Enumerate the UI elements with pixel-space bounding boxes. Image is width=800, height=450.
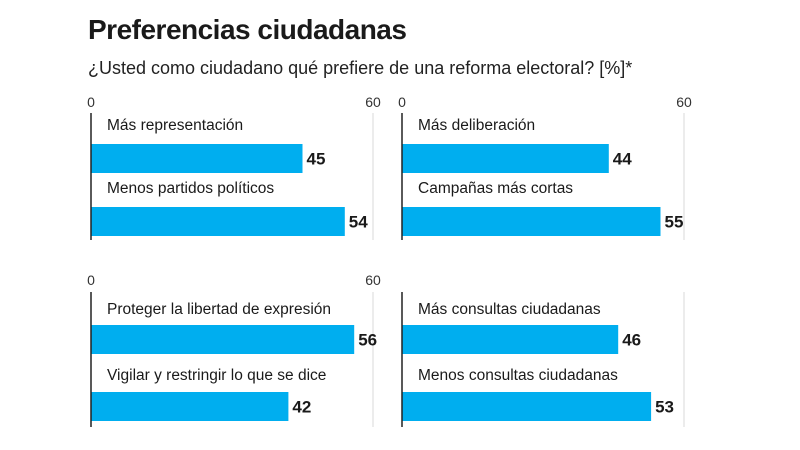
data-label: 42: [292, 398, 311, 417]
tick-label: 60: [365, 272, 381, 288]
category-label: Más representación: [107, 117, 243, 134]
category-label: Más consultas ciudadanas: [418, 301, 601, 318]
tick-label: 0: [398, 94, 406, 110]
category-label: Proteger la libertad de expresión: [107, 301, 331, 318]
tick-label: 60: [676, 94, 692, 110]
tick-label: 60: [365, 94, 381, 110]
page-title: Preferencias ciudadanas: [88, 14, 407, 45]
bar: [91, 325, 355, 354]
category-label: Vigilar y restringir lo que se dice: [107, 367, 326, 384]
bar: [402, 144, 609, 173]
tick-label: 0: [87, 272, 95, 288]
data-label: 55: [665, 213, 684, 232]
tick-label: 0: [87, 94, 95, 110]
data-label: 56: [358, 331, 377, 350]
data-label: 45: [307, 150, 326, 169]
category-label: Campañas más cortas: [418, 180, 573, 197]
bar: [402, 207, 661, 236]
data-label: 54: [349, 213, 368, 232]
data-label: 53: [655, 398, 674, 417]
category-label: Menos partidos políticos: [107, 180, 274, 197]
category-label: Menos consultas ciudadanas: [418, 367, 618, 384]
chart-subtitle: ¿Usted como ciudadano qué prefiere de un…: [88, 58, 633, 78]
data-label: 44: [613, 150, 632, 169]
bar: [402, 392, 652, 421]
data-label: 46: [622, 331, 641, 350]
bar: [91, 207, 345, 236]
category-label: Más deliberación: [418, 117, 535, 134]
bar: [402, 325, 619, 354]
bar: [91, 392, 289, 421]
bar: [91, 144, 303, 173]
